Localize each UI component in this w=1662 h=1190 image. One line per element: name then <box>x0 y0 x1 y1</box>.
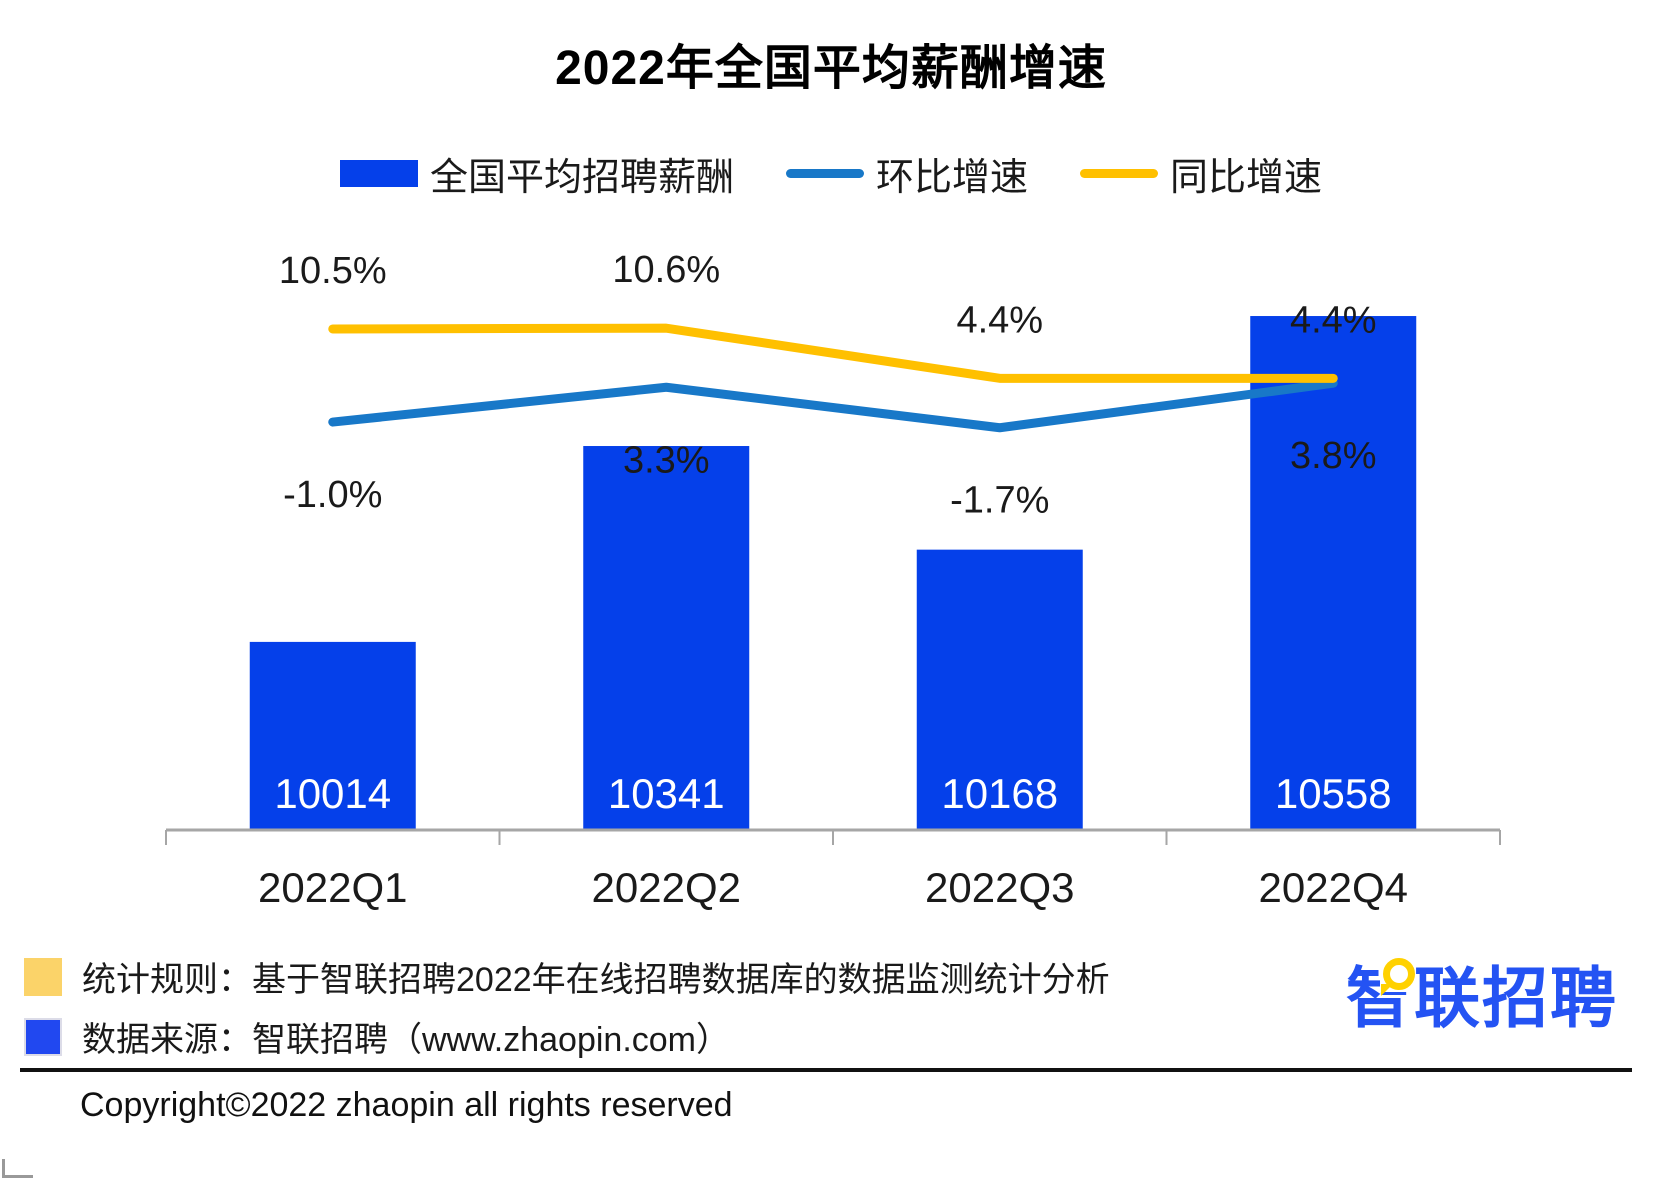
legend-item-qoq: 环比增速 <box>785 146 1028 201</box>
bar-2022Q2 <box>583 446 750 830</box>
corner-mark-icon <box>2 1159 33 1178</box>
line-series <box>328 378 1338 433</box>
zhaopin-logo: 智联招聘 <box>1346 958 1618 1035</box>
bubble-tail-icon <box>1381 984 1393 996</box>
point-label-2022Q2: 10.6% <box>612 249 720 291</box>
point-label-2022Q4: 3.8% <box>1290 435 1377 477</box>
line-series <box>328 323 1338 383</box>
legend-item-yoy: 同比增速 <box>1080 146 1322 201</box>
bubble-ring-icon <box>1383 958 1415 990</box>
bar-2022Q3 <box>916 549 1083 830</box>
line-swatch-icon <box>785 169 864 178</box>
point-label-2022Q3: 4.4% <box>956 299 1043 341</box>
legend-item-salary: 全国平均招聘薪酬 <box>339 146 734 201</box>
x-axis-label-2022Q4: 2022Q4 <box>1259 864 1408 911</box>
yellow-square-icon <box>24 957 62 996</box>
footnote-source-text: 数据来源：智联招聘（www.zhaopin.com） <box>82 1021 731 1059</box>
copyright-text: Copyright©2022 zhaopin all rights reserv… <box>80 1086 733 1124</box>
bar-value-label-2022Q4: 10558 <box>1275 770 1392 817</box>
x-axis-label-2022Q1: 2022Q1 <box>258 864 407 911</box>
bar-value-label-2022Q1: 10014 <box>274 770 391 817</box>
speech-bubble-icon <box>1380 958 1416 996</box>
divider-line <box>20 1068 1632 1072</box>
point-label-2022Q2: 3.3% <box>623 439 710 481</box>
bar-swatch-icon <box>339 160 418 187</box>
chart-legend: 全国平均招聘薪酬 环比增速 同比增速 <box>0 146 1662 201</box>
blue-square-icon <box>24 1017 62 1056</box>
point-label-2022Q1: -1.0% <box>283 474 382 516</box>
point-label-2022Q1: 10.5% <box>279 250 387 292</box>
legend-label-qoq: 环比增速 <box>875 157 1028 199</box>
x-axis-label-2022Q3: 2022Q3 <box>925 864 1074 911</box>
footnote-rule: 统计规则：基于智联招聘2022年在线招聘数据库的数据监测统计分析 <box>24 952 1110 1001</box>
bar-value-label-2022Q2: 10341 <box>608 770 725 817</box>
footnote-rule-text: 统计规则：基于智联招聘2022年在线招聘数据库的数据监测统计分析 <box>82 961 1110 999</box>
footnote-source: 数据来源：智联招聘（www.zhaopin.com） <box>24 1012 1110 1061</box>
point-label-2022Q3: -1.7% <box>950 480 1049 522</box>
footnotes: 统计规则：基于智联招聘2022年在线招聘数据库的数据监测统计分析 数据来源：智联… <box>24 952 1110 1072</box>
bar-2022Q1 <box>249 641 416 830</box>
bar-2022Q4 <box>1250 316 1417 830</box>
bar-value-label-2022Q3: 10168 <box>941 770 1058 817</box>
x-axis-label-2022Q2: 2022Q2 <box>592 864 741 911</box>
legend-label-yoy: 同比增速 <box>1170 157 1323 199</box>
chart-plot-area: 10014 10341 10168 10558 -1.0% 3.3% -1.7% 3.8% 10… <box>165 249 1501 911</box>
legend-label-salary: 全国平均招聘薪酬 <box>429 157 734 199</box>
chart-title: 2022年全国平均薪酬增速 <box>555 42 1107 95</box>
line-swatch-icon <box>1080 169 1158 178</box>
point-label-2022Q4: 4.4% <box>1290 299 1377 341</box>
